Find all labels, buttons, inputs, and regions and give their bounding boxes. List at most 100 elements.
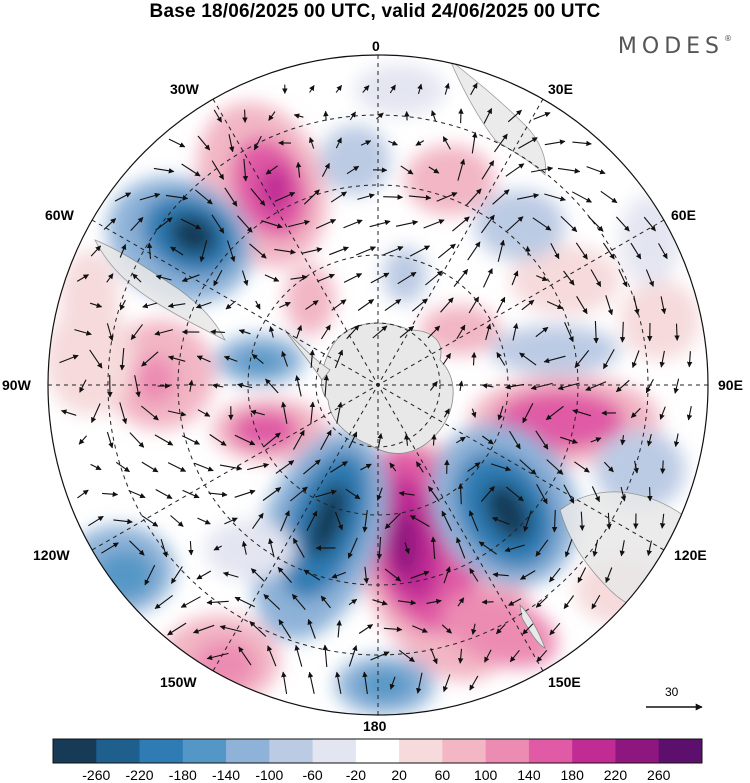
wind-arrow (197, 409, 211, 417)
wind-arrow (535, 539, 549, 557)
wind-arrow (618, 269, 628, 288)
lon-label-30e: 30E (548, 81, 573, 97)
wind-arrow (255, 300, 261, 310)
wind-arrow (557, 382, 580, 391)
wind-arrow (199, 240, 208, 263)
wind-arrow (591, 594, 601, 610)
wind-arrow (620, 486, 627, 502)
wind-arrow (253, 135, 262, 151)
lon-label-90w: 90W (2, 377, 31, 393)
wind-arrow (456, 324, 466, 340)
wind-arrow (348, 431, 358, 449)
wind-arrow (241, 270, 249, 286)
wind-arrow (544, 139, 566, 146)
wind-arrow (134, 375, 141, 398)
wind-arrow (296, 324, 303, 339)
wind-arrow (77, 489, 89, 499)
colorbar-segment (442, 739, 487, 763)
wind-arrow (426, 598, 442, 605)
wind-arrow (209, 434, 227, 446)
wind-arrow (213, 109, 222, 123)
wind-arrow (606, 512, 612, 530)
wind-arrow (154, 329, 174, 336)
wind-arrow (443, 408, 450, 418)
wind-arrow (289, 486, 308, 502)
anomaly-blob (235, 349, 285, 375)
wind-arrow (511, 270, 519, 286)
wind-arrow (633, 460, 639, 474)
wind-arrow (389, 84, 396, 94)
wind-arrow (643, 216, 656, 232)
wind-arrow (362, 85, 370, 93)
colorbar-tick-label: 100 (473, 767, 498, 783)
wind-arrow (560, 216, 578, 232)
wind-arrow (60, 409, 77, 416)
registered-mark: ® (724, 34, 732, 43)
wind-arrow (485, 323, 492, 341)
wind-arrow (167, 410, 187, 417)
wind-arrow (306, 510, 318, 532)
wind-arrow (441, 510, 453, 532)
colorbar-segment (96, 739, 141, 763)
wind-arrow (170, 246, 184, 256)
anomaly-blob (391, 511, 419, 579)
wind-arrow (265, 378, 279, 394)
wind-arrow (334, 349, 344, 369)
colorbar-segment (528, 739, 573, 763)
wind-arrow (362, 510, 368, 533)
wind-arrow (522, 402, 534, 424)
wind-arrow (535, 596, 548, 608)
wind-arrow (673, 378, 680, 394)
wind-arrow (591, 486, 600, 503)
wind-arrow (369, 219, 391, 228)
wind-arrow (603, 461, 614, 473)
wind-arrow (564, 539, 573, 558)
wind-arrow (225, 300, 237, 310)
colorbar-segment (182, 739, 227, 763)
anomaly-blob (205, 520, 295, 580)
wind-arrow (315, 219, 337, 229)
wind-arrow (409, 515, 430, 527)
wind-arrow (211, 160, 225, 180)
wind-arrow (603, 349, 615, 370)
wind-arrow (194, 462, 214, 472)
wind-arrow (91, 403, 101, 424)
wind-arrow (416, 672, 423, 694)
wind-arrow (430, 648, 438, 665)
anomaly-blob (231, 410, 299, 450)
wind-arrow (336, 620, 342, 638)
wind-arrow (181, 163, 201, 177)
anomaly-blob (475, 190, 565, 260)
wind-arrow (288, 219, 311, 228)
wind-arrow (206, 652, 229, 661)
wind-arrow (219, 624, 242, 633)
anomaly-blob (510, 245, 620, 315)
wind-arrow (196, 355, 211, 363)
wind-arrow (181, 435, 200, 445)
wind-arrow (331, 571, 346, 579)
wind-arrow (497, 405, 504, 421)
wind-arrow (605, 295, 614, 316)
wind-arrow (101, 542, 119, 554)
wind-arrow (228, 134, 235, 153)
lon-label-180: 180 (363, 718, 387, 734)
wind-arrow (142, 302, 158, 309)
wind-arrow (192, 624, 215, 634)
wind-arrow (518, 137, 538, 149)
wind-arrow (505, 163, 525, 177)
wind-arrow (533, 111, 551, 120)
wind-arrow (457, 158, 466, 181)
anomaly-blob (490, 325, 620, 375)
colorbar-tick-label: -60 (302, 767, 323, 783)
wind-arrow (471, 623, 477, 635)
lon-label-60e: 60E (671, 207, 696, 223)
wind-arrow (219, 464, 243, 471)
lon-label-150w: 150W (160, 674, 197, 690)
wind-arrow (188, 541, 194, 556)
wind-arrow (467, 462, 481, 472)
wind-arrow (586, 166, 606, 175)
wind-arrow (571, 191, 592, 203)
wind-arrow (320, 324, 331, 340)
wind-arrow (430, 536, 437, 560)
